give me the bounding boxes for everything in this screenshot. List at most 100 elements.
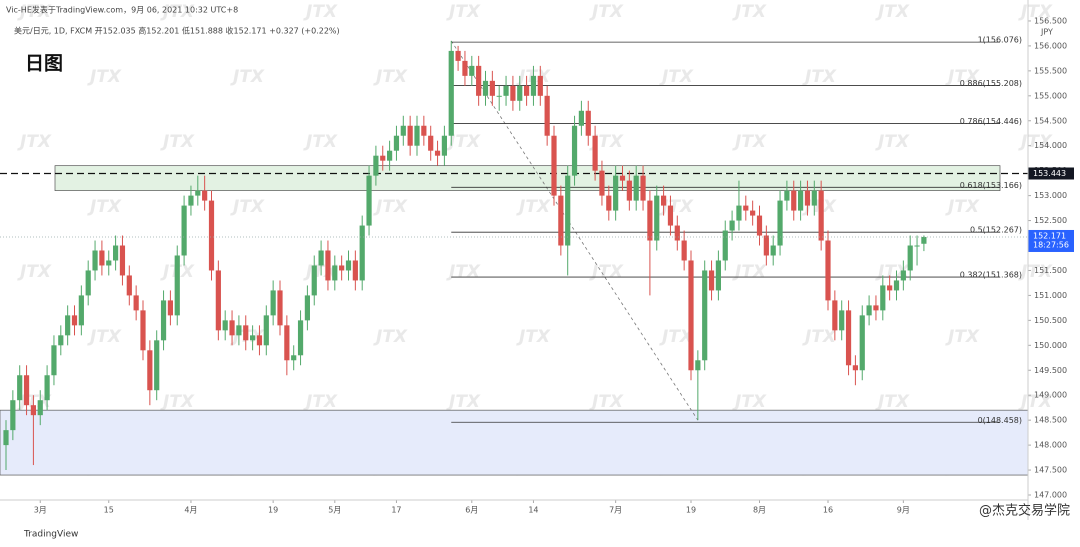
candle-body	[647, 200, 653, 241]
candle-body	[339, 265, 345, 271]
price-tag-label: 153.443	[1033, 169, 1066, 178]
y-tick-label: 147.500	[1034, 466, 1067, 475]
candle-body	[270, 290, 276, 316]
candle-body	[455, 50, 461, 61]
y-tick-label: 156.000	[1034, 41, 1067, 50]
y-tick-label: 148.000	[1034, 441, 1067, 450]
watermark: JTX	[516, 197, 551, 217]
candle-body	[578, 110, 584, 126]
watermark: JTX	[373, 67, 408, 87]
watermark: JTX	[446, 132, 481, 152]
candle-body	[688, 260, 694, 371]
watermark: JTX	[303, 132, 338, 152]
candle-body	[441, 135, 447, 156]
brand: TradingView	[23, 530, 78, 540]
candle-body	[291, 355, 297, 361]
x-tick-label: 9月	[897, 506, 910, 515]
candle-body	[818, 190, 824, 241]
watermark: JTX	[1018, 262, 1053, 282]
candle-body	[852, 365, 858, 371]
candle-body	[400, 125, 406, 136]
candle-body	[256, 335, 263, 346]
candle-body	[352, 260, 358, 281]
candle-body	[798, 190, 804, 211]
candle-body	[702, 270, 708, 361]
candle-body	[154, 340, 160, 391]
watermark: JTX	[373, 197, 408, 217]
candle-body	[140, 310, 146, 351]
candle-body	[681, 240, 687, 261]
candle-body	[284, 325, 290, 361]
candle-body	[695, 360, 701, 371]
watermark: JTX	[945, 67, 980, 87]
watermark: JTX	[732, 132, 767, 152]
y-tick-label: 151.500	[1034, 266, 1067, 275]
candle-body	[393, 135, 400, 151]
candle-body	[736, 205, 742, 221]
candle-body	[188, 195, 194, 206]
candle-body	[503, 85, 509, 96]
candle-body	[633, 175, 639, 201]
watermark: JTX	[875, 392, 910, 412]
candle-body	[825, 240, 831, 301]
plot-layer: 147.000 147.500 148.000 148.500 149.000 149.5…	[0, 16, 1074, 515]
candle-body	[434, 150, 441, 156]
candle-body	[92, 250, 98, 271]
candle-body	[496, 95, 502, 97]
candle-body	[729, 220, 735, 231]
last-price-tag	[1028, 229, 1074, 252]
x-tick-label: 4月	[184, 506, 197, 515]
watermark: JTX	[589, 392, 624, 412]
zone	[0, 409, 1029, 476]
candle-body	[78, 295, 84, 326]
candle-body	[551, 135, 557, 196]
fib-label: 0.382(151.368)	[960, 271, 1022, 280]
watermark: JTX	[87, 197, 122, 217]
candle-body	[332, 265, 338, 281]
candle-body	[900, 270, 906, 281]
fib-label: 0(148.458)	[978, 416, 1022, 425]
candle-body	[921, 236, 927, 244]
watermark: JTX	[160, 132, 195, 152]
watermark: JTX	[17, 262, 52, 282]
candle-body	[592, 135, 598, 171]
candle-body	[613, 175, 619, 211]
watermark: JTX	[732, 392, 767, 412]
candle-body	[37, 400, 43, 416]
candle-body	[482, 80, 489, 96]
candle-body	[167, 300, 173, 316]
candle-body	[23, 375, 30, 406]
candle-body	[558, 195, 564, 246]
candle-body	[462, 60, 468, 76]
candle-body	[65, 315, 71, 336]
candle-body	[311, 265, 317, 296]
watermark: JTX	[732, 2, 767, 22]
y-tick-label: 155.500	[1034, 66, 1067, 75]
candle-body	[407, 125, 413, 146]
candle-body	[866, 305, 872, 316]
watermark: JTX	[802, 327, 837, 347]
candle-body	[119, 245, 126, 276]
candle-body	[304, 295, 310, 321]
candle-body	[715, 260, 721, 291]
watermark: JTX	[1018, 132, 1053, 152]
candle-body	[791, 190, 797, 211]
candle-body	[770, 245, 776, 256]
candle-body	[428, 135, 434, 151]
candle-body	[263, 315, 269, 346]
candle-body	[181, 205, 187, 256]
currency-label: JPY	[1040, 28, 1053, 37]
y-tick-label: 150.000	[1034, 341, 1067, 350]
publisher-line: Vic-HE发表于TradingView.com，9月 06, 2021 10:…	[6, 5, 238, 15]
zone	[54, 165, 1001, 191]
watermark: JTX	[875, 2, 910, 22]
candle-body	[667, 205, 674, 226]
candle-body	[44, 375, 50, 401]
candle-body	[17, 375, 23, 401]
candle-body	[373, 155, 379, 176]
candle-body	[880, 285, 886, 311]
candle-body	[839, 310, 845, 331]
candle-body	[674, 225, 680, 241]
candle-body	[99, 250, 105, 266]
y-tick-label: 148.500	[1034, 416, 1067, 425]
